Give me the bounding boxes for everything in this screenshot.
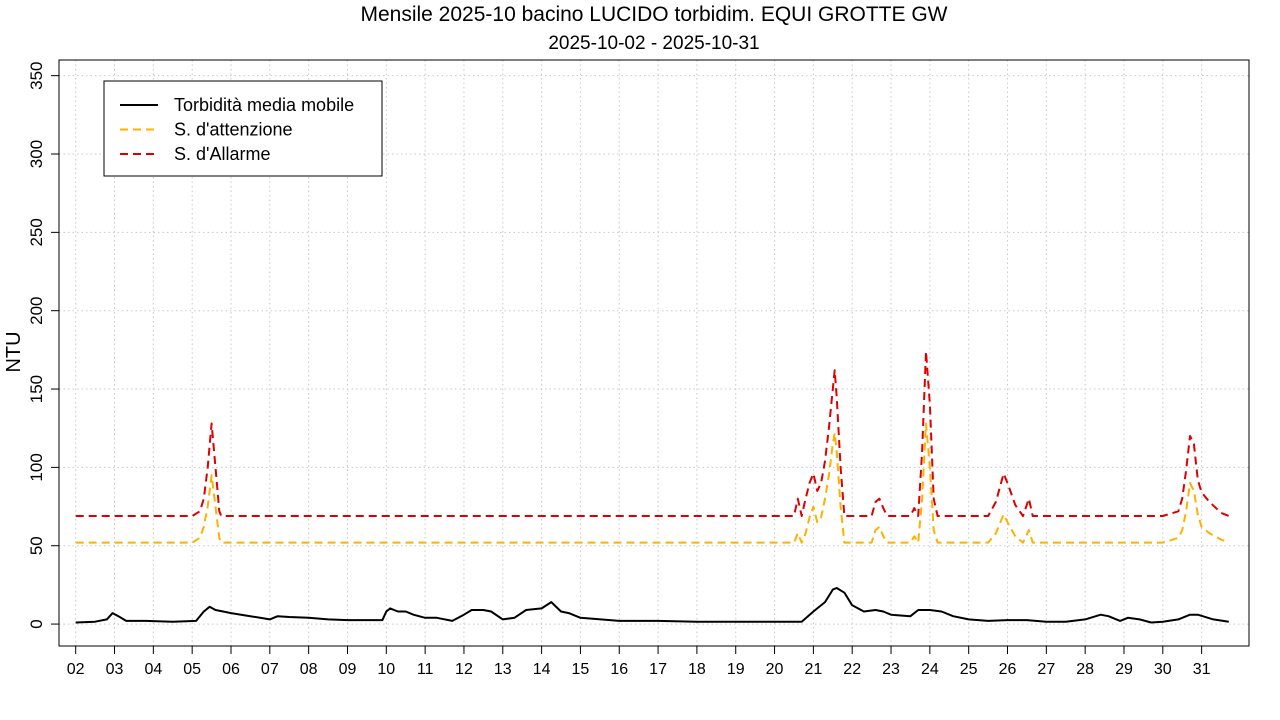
- x-tick-label: 09: [339, 661, 357, 678]
- x-tick-label: 29: [1115, 661, 1133, 678]
- x-tick-label: 20: [766, 661, 784, 678]
- grid: [59, 60, 1249, 646]
- legend-label: Torbidità media mobile: [174, 95, 354, 115]
- x-tick-label: 21: [804, 661, 822, 678]
- y-tick-label: 150: [27, 375, 46, 403]
- series-layer: [75, 350, 1230, 624]
- x-tick-label: 31: [1193, 661, 1211, 678]
- series-line-2: [75, 350, 1230, 517]
- x-tick-label: 12: [455, 661, 473, 678]
- x-tick-label: 14: [533, 661, 551, 678]
- x-tick-label: 08: [300, 661, 318, 678]
- x-axis: 02 03 04 05 06 07 08 09 10 11 12 13 14 15 16 17 18 19 20 21…: [67, 646, 1211, 678]
- x-tick-label: 15: [572, 661, 590, 678]
- x-tick-label: 26: [999, 661, 1017, 678]
- y-axis-label: NTU: [3, 331, 25, 372]
- x-tick-label: 24: [921, 661, 939, 678]
- x-tick-label: 06: [222, 661, 240, 678]
- x-tick-label: 03: [106, 661, 124, 678]
- x-tick-label: 28: [1076, 661, 1094, 678]
- x-tick-label: 11: [417, 661, 434, 678]
- x-tick-label: 25: [960, 661, 978, 678]
- x-tick-label: 30: [1154, 661, 1172, 678]
- x-tick-label: 18: [688, 661, 706, 678]
- legend: Torbidità media mobile S. d'attenzione S. …: [103, 80, 383, 177]
- y-tick-label: 0: [27, 619, 46, 628]
- chart-title: Mensile 2025-10 bacino LUCIDO torbidim. …: [360, 3, 947, 26]
- x-tick-label: 19: [727, 661, 745, 678]
- x-tick-label: 16: [610, 661, 628, 678]
- legend-label: S. d'Allarme: [174, 144, 270, 164]
- x-tick-label: 07: [261, 661, 279, 678]
- x-tick-label: 27: [1037, 661, 1055, 678]
- y-tick-label: 250: [27, 218, 46, 246]
- x-tick-label: 02: [67, 661, 85, 678]
- x-tick-label: 05: [183, 661, 201, 678]
- y-tick-label: 300: [27, 140, 46, 168]
- plot-frame: [58, 59, 1250, 647]
- y-axis: 0 50 100 150 200 250 300 350: [27, 61, 59, 629]
- x-tick-label: 04: [144, 661, 162, 678]
- x-tick-label: 22: [843, 661, 861, 678]
- chart-subtitle: 2025-10-02 - 2025-10-31: [548, 33, 759, 54]
- x-tick-label: 23: [882, 661, 900, 678]
- legend-label: S. d'attenzione: [174, 120, 293, 140]
- series-line-1: [75, 422, 1230, 544]
- y-tick-label: 350: [27, 61, 46, 89]
- series-line-0: [75, 587, 1229, 624]
- x-tick-label: 17: [649, 661, 667, 678]
- x-tick-label: 13: [494, 661, 512, 678]
- y-tick-label: 100: [27, 453, 46, 481]
- y-tick-label: 200: [27, 297, 46, 325]
- y-tick-label: 50: [27, 536, 46, 555]
- x-tick-label: 10: [377, 661, 395, 678]
